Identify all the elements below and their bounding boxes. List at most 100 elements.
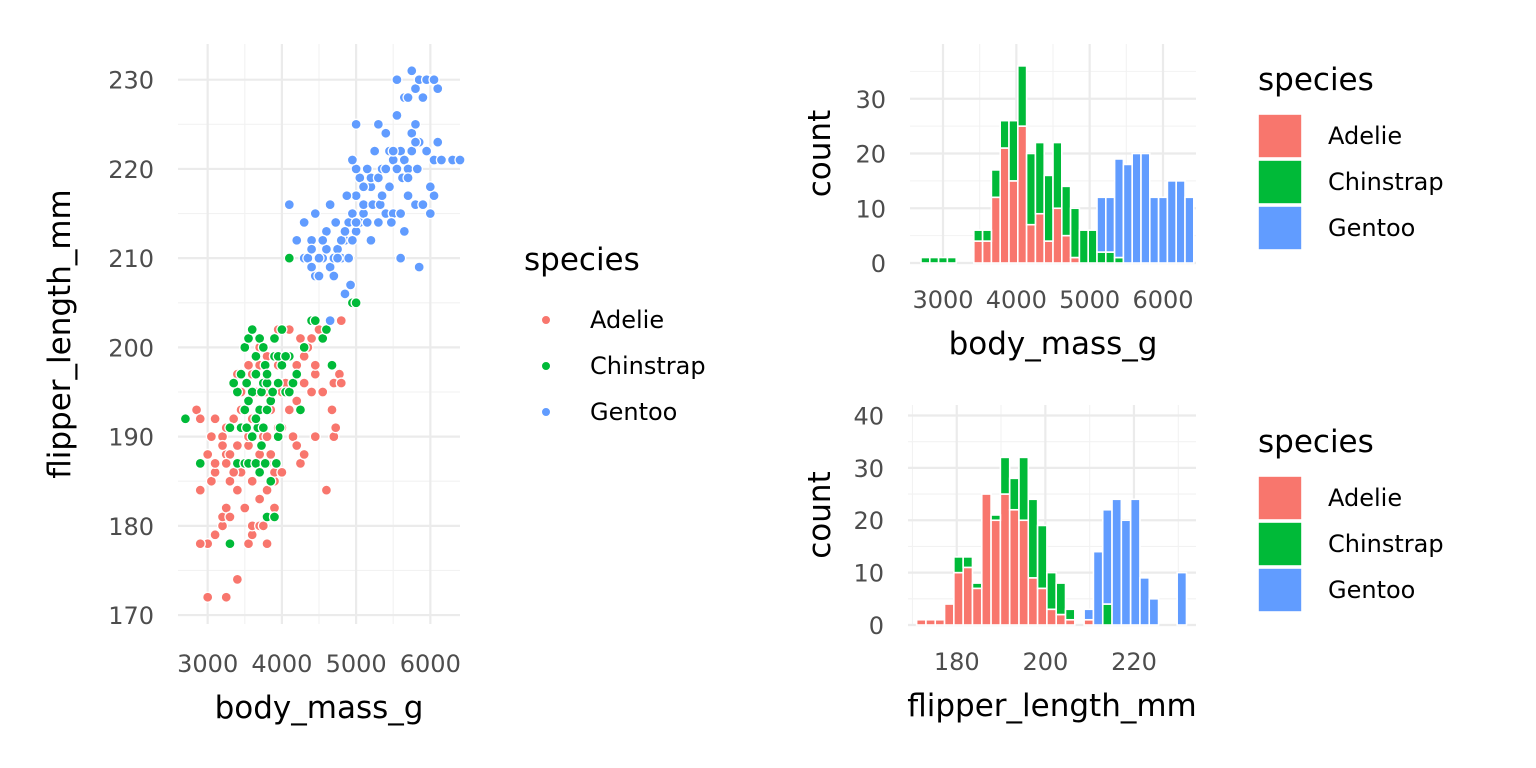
hist_flipper-panel: 180 200 220 0 10 20 30 40 flipper_length_mm count… — [802, 402, 1444, 724]
scatter-point-gentoo — [417, 91, 429, 104]
bar-adelie — [1046, 608, 1058, 626]
legend-label: Gentoo — [1328, 214, 1415, 242]
y-tick-label: 200 — [108, 334, 154, 362]
bar-adelie — [980, 493, 992, 626]
scatter-point-gentoo — [402, 172, 414, 184]
bar-chinstrap — [1008, 119, 1019, 182]
scatter-point-chinstrap — [266, 386, 279, 398]
scatter-point-chinstrap — [268, 511, 281, 523]
bar-adelie — [999, 147, 1010, 264]
scatter-point-chinstrap — [257, 341, 269, 354]
bar-adelie — [1025, 223, 1037, 264]
scatter-point-chinstrap — [283, 252, 295, 264]
scatter-point-chinstrap — [294, 404, 307, 416]
bar-chinstrap — [1016, 65, 1028, 127]
scatter-point-adelie — [220, 457, 232, 470]
scatter-point-gentoo — [428, 74, 440, 86]
scatter-point-adelie — [330, 422, 342, 434]
scatter-point-gentoo — [424, 181, 436, 193]
bar-chinstrap — [1078, 229, 1090, 264]
scatter-point-gentoo — [420, 145, 433, 157]
bar-gentoo — [1157, 196, 1169, 264]
bar-chinstrap — [971, 582, 983, 590]
scatter-point-gentoo — [391, 163, 403, 175]
y-axis-title: flipper_length_mm — [42, 189, 78, 479]
scatter-point-gentoo — [372, 216, 385, 229]
bar-chinstrap — [1018, 456, 1030, 522]
legend-key-adelie — [541, 315, 551, 325]
scatter-point-chinstrap — [224, 538, 236, 550]
scatter-point-chinstrap — [246, 430, 258, 443]
bar-chinstrap — [1069, 207, 1081, 259]
y-tick-label: 0 — [871, 250, 886, 278]
legend: species Adelie Chinstrap Gentoo — [1257, 424, 1444, 613]
y-tick-label: 10 — [855, 195, 886, 223]
bar-chinstrap — [937, 256, 949, 264]
bar-chinstrap — [999, 119, 1010, 149]
legend-key-chinstrap — [541, 361, 551, 371]
scatter-point-chinstrap — [268, 332, 281, 345]
x-tick-label: 3000 — [912, 286, 973, 314]
scatter-point-gentoo — [283, 198, 295, 211]
scatter-point-adelie — [253, 493, 266, 505]
bar-gentoo — [1149, 196, 1160, 264]
scatter-point-chinstrap — [272, 377, 284, 389]
legend-title: species — [524, 242, 640, 278]
bar-gentoo — [1120, 519, 1132, 626]
scatter-point-gentoo — [365, 234, 377, 246]
legend-key-gentoo — [1257, 567, 1303, 613]
scatter-point-gentoo — [402, 190, 414, 202]
scatter-point-adelie — [298, 448, 310, 461]
scatter-point-chinstrap — [350, 297, 362, 309]
scatter-point-gentoo — [374, 198, 386, 211]
bar-gentoo — [1111, 498, 1123, 626]
scatter-point-chinstrap — [298, 341, 310, 354]
scatter-point-adelie — [220, 591, 232, 603]
scatter-point-chinstrap — [309, 314, 321, 327]
scatter-point-adelie — [194, 538, 206, 550]
scatter-point-adelie — [265, 448, 277, 461]
scatter-point-gentoo — [394, 207, 407, 220]
bar-chinstrap — [953, 556, 964, 574]
scatter-point-adelie — [283, 404, 295, 416]
legend-label: Adelie — [1328, 122, 1402, 150]
bar-chinstrap — [1101, 603, 1113, 626]
scatter-point-chinstrap — [255, 439, 268, 452]
legend-title: species — [1258, 424, 1374, 460]
scatter-point-adelie — [335, 314, 347, 327]
scatter-point-gentoo — [324, 314, 336, 327]
bar-chinstrap — [1055, 582, 1067, 616]
scatter-point-adelie — [291, 439, 303, 452]
scatter-point-adelie — [231, 439, 244, 452]
scatter-point-gentoo — [361, 163, 373, 175]
x-axis-title: body_mass_g — [215, 690, 424, 726]
bar-adelie — [925, 618, 937, 626]
scatter-point-adelie — [246, 475, 258, 487]
scatter-point-gentoo — [291, 234, 303, 246]
scatter-point-gentoo — [350, 190, 362, 202]
scatter-point-adelie — [261, 538, 273, 550]
scatter-point-chinstrap — [242, 395, 255, 407]
scatter-point-chinstrap — [235, 368, 247, 380]
bar-adelie — [1043, 240, 1054, 264]
scatter-point-gentoo — [305, 243, 318, 255]
legend-key-adelie — [1257, 113, 1303, 159]
legend-label: Adelie — [590, 306, 664, 334]
y-tick-label: 0 — [869, 612, 884, 640]
bar-adelie — [1061, 234, 1072, 264]
scatter-point-gentoo — [394, 252, 407, 264]
scatter-point-gentoo — [313, 270, 325, 282]
scatter-point-chinstrap — [259, 359, 271, 371]
legend-key-chinstrap — [1257, 159, 1303, 205]
scatter-point-gentoo — [411, 163, 423, 175]
scatter-point-adelie — [276, 466, 288, 478]
legend-label: Chinstrap — [1328, 530, 1444, 558]
scatter-point-gentoo — [357, 181, 370, 193]
bar-gentoo — [1166, 180, 1178, 264]
legend: species Adelie Chinstrap Gentoo — [1257, 62, 1444, 251]
y-tick-label: 230 — [108, 67, 154, 95]
scatter-point-chinstrap — [257, 422, 269, 434]
bar-adelie — [915, 618, 927, 626]
scatter-point-adelie — [317, 386, 329, 398]
scatter-point-gentoo — [350, 118, 362, 130]
